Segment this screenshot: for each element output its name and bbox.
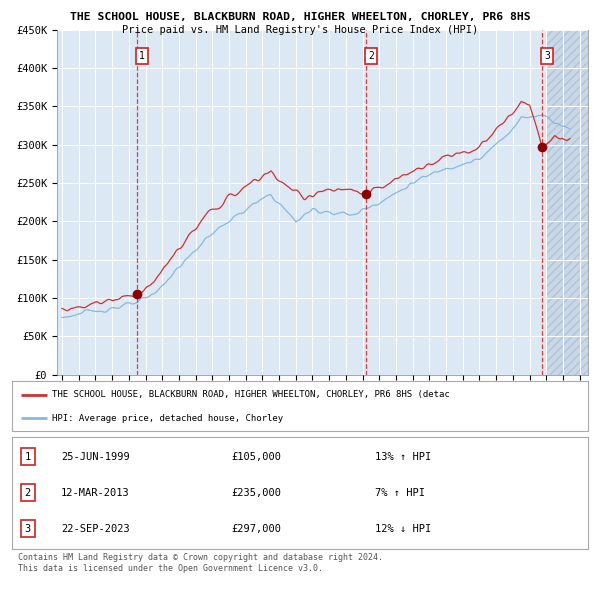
Text: £105,000: £105,000 bbox=[231, 452, 281, 462]
Text: Price paid vs. HM Land Registry's House Price Index (HPI): Price paid vs. HM Land Registry's House … bbox=[122, 25, 478, 35]
Text: HPI: Average price, detached house, Chorley: HPI: Average price, detached house, Chor… bbox=[52, 414, 283, 422]
Bar bbox=[546, 30, 588, 375]
Text: 7% ↑ HPI: 7% ↑ HPI bbox=[375, 488, 425, 497]
Text: 3: 3 bbox=[25, 523, 31, 533]
Text: 3: 3 bbox=[544, 51, 550, 61]
Text: 22-SEP-2023: 22-SEP-2023 bbox=[61, 523, 130, 533]
Text: 1: 1 bbox=[139, 51, 145, 61]
Text: £235,000: £235,000 bbox=[231, 488, 281, 497]
Text: Contains HM Land Registry data © Crown copyright and database right 2024.
This d: Contains HM Land Registry data © Crown c… bbox=[18, 553, 383, 573]
Text: 25-JUN-1999: 25-JUN-1999 bbox=[61, 452, 130, 462]
Text: 12-MAR-2013: 12-MAR-2013 bbox=[61, 488, 130, 497]
Text: 2: 2 bbox=[25, 488, 31, 497]
Text: 1: 1 bbox=[25, 452, 31, 462]
Text: 2: 2 bbox=[368, 51, 374, 61]
Text: 13% ↑ HPI: 13% ↑ HPI bbox=[375, 452, 431, 462]
Text: THE SCHOOL HOUSE, BLACKBURN ROAD, HIGHER WHEELTON, CHORLEY, PR6 8HS: THE SCHOOL HOUSE, BLACKBURN ROAD, HIGHER… bbox=[70, 12, 530, 22]
Text: 12% ↓ HPI: 12% ↓ HPI bbox=[375, 523, 431, 533]
Text: THE SCHOOL HOUSE, BLACKBURN ROAD, HIGHER WHEELTON, CHORLEY, PR6 8HS (detac: THE SCHOOL HOUSE, BLACKBURN ROAD, HIGHER… bbox=[52, 390, 450, 399]
Bar bbox=[546, 30, 588, 375]
Text: £297,000: £297,000 bbox=[231, 523, 281, 533]
